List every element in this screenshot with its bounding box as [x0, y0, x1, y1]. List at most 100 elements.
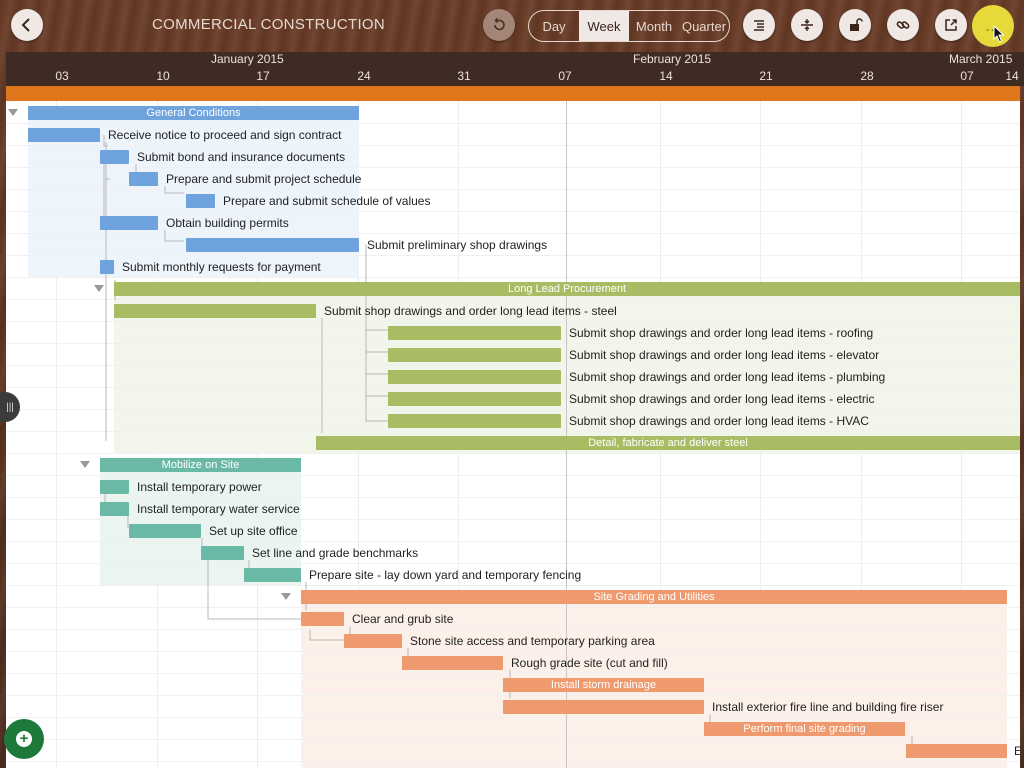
cursor-icon	[993, 25, 1005, 43]
row-line	[6, 695, 1020, 696]
row-line	[6, 453, 1020, 454]
task-bar[interactable]	[388, 392, 561, 406]
group-bar-mobilize[interactable]: Mobilize on Site	[100, 458, 301, 472]
task-bar[interactable]	[388, 370, 561, 384]
task-label: Set up site office	[209, 524, 298, 538]
task-bar[interactable]	[129, 172, 158, 186]
row-line	[6, 189, 1020, 190]
row-line	[6, 761, 1020, 762]
row-line	[6, 387, 1020, 388]
row-line	[6, 739, 1020, 740]
indent-icon	[754, 20, 764, 31]
task-bar[interactable]	[344, 634, 402, 648]
share-button[interactable]	[935, 9, 967, 41]
row-line	[6, 541, 1020, 542]
task-label: Submit shop drawings and order long lead…	[569, 326, 874, 340]
task-bar[interactable]	[301, 612, 344, 626]
top-toolbar: COMMERCIAL CONSTRUCTION Day Week Month Q…	[0, 0, 1024, 52]
row-line	[6, 475, 1020, 476]
task-label: Submit bond and insurance documents	[137, 150, 346, 164]
week-label: 07	[558, 69, 572, 83]
task-label: Prepare and submit schedule of values	[223, 194, 431, 208]
task-bar[interactable]	[100, 216, 158, 230]
week-label: 24	[357, 69, 371, 83]
row-line	[6, 123, 1020, 124]
split-button[interactable]	[791, 9, 823, 41]
collapse-toggle-icon[interactable]	[281, 593, 291, 600]
group-bar-detail-steel[interactable]: Detail, fabricate and deliver steel	[316, 436, 1020, 450]
task-label: Receive notice to proceed and sign contr…	[108, 128, 342, 142]
task-bar[interactable]	[28, 128, 100, 142]
task-label: Submit shop drawings and order long lead…	[569, 370, 886, 384]
scale-week[interactable]: Week	[579, 11, 629, 41]
scale-day[interactable]: Day	[542, 18, 566, 34]
group-bar-site-grading[interactable]: Site Grading and Utilities	[301, 590, 1007, 604]
side-panel-handle[interactable]: |||	[0, 392, 20, 422]
scale-quarter[interactable]: Quarter	[681, 18, 727, 34]
collapse-toggle-icon[interactable]	[8, 109, 18, 116]
page-title: COMMERCIAL CONSTRUCTION	[152, 16, 386, 33]
row-line	[6, 497, 1020, 498]
task-bar[interactable]	[402, 656, 503, 670]
timeline-band	[6, 86, 1020, 101]
task-bar[interactable]	[388, 414, 561, 428]
row-line	[6, 277, 1020, 278]
scale-month[interactable]: Month	[635, 18, 673, 34]
task-bar[interactable]	[186, 238, 359, 252]
row-line	[6, 145, 1020, 146]
task-label: Install temporary water service	[137, 502, 300, 516]
row-line	[6, 673, 1020, 674]
week-label: 07	[960, 69, 974, 83]
plus-icon: +	[16, 731, 32, 747]
undo-button[interactable]	[483, 9, 515, 41]
task-label: Set line and grade benchmarks	[252, 546, 419, 560]
week-label: 17	[256, 69, 270, 83]
link-button[interactable]	[887, 9, 919, 41]
row-line	[6, 365, 1020, 366]
week-label: 14	[1005, 69, 1019, 83]
task-bar[interactable]	[114, 304, 316, 318]
collapse-toggle-icon[interactable]	[80, 461, 90, 468]
row-line	[6, 563, 1020, 564]
group-bar-long-lead[interactable]: Long Lead Procurement	[114, 282, 1020, 296]
row-line	[6, 431, 1020, 432]
row-line	[6, 233, 1020, 234]
group-bar-final-grading[interactable]: Perform final site grading	[704, 722, 905, 736]
week-label: 21	[759, 69, 773, 83]
task-bar[interactable]	[100, 480, 129, 494]
row-line	[6, 343, 1020, 344]
collapse-toggle-icon[interactable]	[94, 285, 104, 292]
row-line	[6, 321, 1020, 322]
add-task-button[interactable]: +	[4, 719, 44, 759]
group-bar-storm-drainage[interactable]: Install storm drainage	[503, 678, 704, 692]
task-label: Stone site access and temporary parking …	[410, 634, 655, 648]
row-line	[6, 629, 1020, 630]
task-bar[interactable]	[186, 194, 215, 208]
week-label: 10	[156, 69, 170, 83]
task-bar[interactable]	[388, 326, 561, 340]
row-line	[6, 167, 1020, 168]
task-bar[interactable]	[244, 568, 301, 582]
task-bar[interactable]	[906, 744, 1007, 758]
back-button[interactable]	[11, 9, 43, 41]
task-label: Install temporary power	[137, 480, 262, 494]
grip-icon: |||	[6, 401, 14, 413]
task-label: Submit shop drawings and order long lead…	[569, 414, 869, 428]
row-line	[6, 299, 1020, 300]
week-label: 28	[860, 69, 874, 83]
indent-button[interactable]	[743, 9, 775, 41]
task-bar[interactable]	[100, 260, 114, 274]
week-label: 03	[55, 69, 69, 83]
task-label: Install exterior fire line and building …	[712, 700, 944, 714]
lock-button[interactable]	[839, 9, 871, 41]
task-bar[interactable]	[100, 502, 129, 516]
link-icon	[896, 21, 910, 29]
task-bar[interactable]	[129, 524, 201, 538]
task-bar[interactable]	[100, 150, 129, 164]
task-bar[interactable]	[201, 546, 244, 560]
task-bar[interactable]	[388, 348, 561, 362]
row-line	[6, 409, 1020, 410]
task-label: Obtain building permits	[166, 216, 289, 230]
task-bar[interactable]	[503, 700, 704, 714]
group-bar-general-conditions[interactable]: General Conditions	[28, 106, 359, 120]
